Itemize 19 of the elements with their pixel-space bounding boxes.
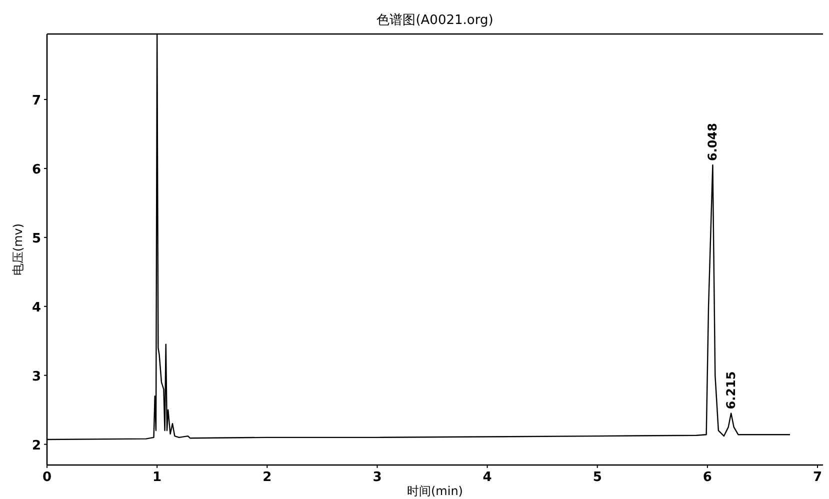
annotation: 6.048 (706, 123, 720, 162)
y-tick-label: 4 (32, 300, 41, 316)
x-tick-label: 5 (592, 470, 602, 485)
x-tick-label: 3 (372, 470, 382, 485)
x-tick-label: 7 (812, 470, 822, 485)
y-tick-label: 5 (32, 231, 41, 246)
y-axis-title: 电压(mv) (11, 223, 25, 276)
x-tick-label: 4 (482, 470, 492, 485)
y-tick-label: 3 (32, 369, 41, 384)
y-tick-label: 7 (32, 94, 41, 109)
x-tick-label: 0 (42, 470, 52, 485)
annotation: 6.215 (724, 371, 738, 410)
x-tick-label: 2 (262, 470, 272, 485)
x-tick-label: 6 (702, 470, 712, 485)
x-axis-title: 时间(min) (407, 484, 463, 498)
y-tick-label: 2 (32, 438, 41, 454)
y-tick-label: 6 (32, 162, 41, 178)
x-tick-label: 1 (152, 470, 162, 485)
chart-title: 色谱图(A0021.org) (376, 13, 494, 28)
